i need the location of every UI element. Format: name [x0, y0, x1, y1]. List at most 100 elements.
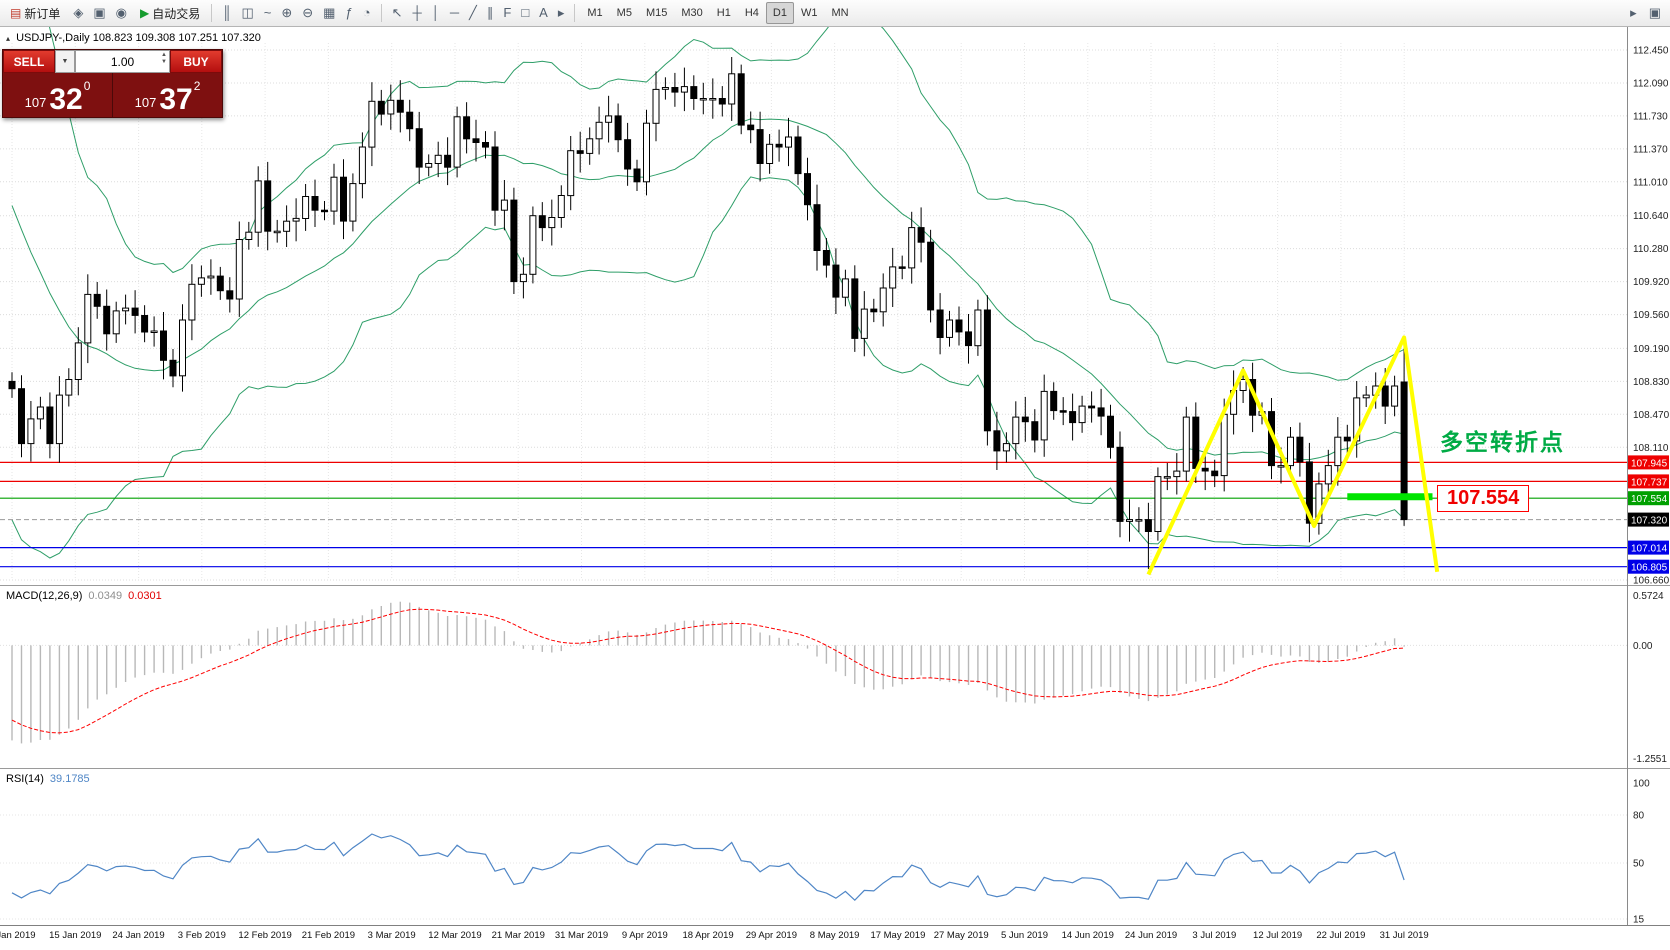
data-window-icon[interactable]: ◉	[111, 2, 132, 24]
time-axis-label: 21 Mar 2019	[491, 930, 545, 941]
turning-point-annotation: 多空转折点	[1440, 429, 1565, 455]
time-axis-label: 22 Jul 2019	[1316, 930, 1366, 941]
time-axis-label: 12 Feb 2019	[238, 930, 292, 941]
time-axis-label: 3 Jul 2019	[1192, 930, 1237, 941]
svg-text:-1.2551: -1.2551	[1633, 754, 1667, 765]
channel-icon[interactable]: ∥	[482, 2, 499, 24]
ask-price: 107 37 2	[134, 79, 201, 116]
window-restore-icon[interactable]: ▣	[1644, 2, 1666, 24]
svg-text:109.190: 109.190	[1633, 344, 1670, 355]
one-click-trade-panel: SELL ▼ 1.00 ▲ ▼ BUY 107 32 0	[2, 49, 223, 118]
macd-panel[interactable]: 0.5724 0.00 -1.2551 MACD(12,26,9) 0.0349 0.0…	[0, 585, 1670, 768]
timeframe-m1[interactable]: M1	[580, 2, 609, 24]
svg-text:109.560: 109.560	[1633, 310, 1670, 321]
zoom-in-icon[interactable]: ⊕	[276, 2, 297, 24]
candlestick-chart-icon[interactable]: ◫	[236, 2, 258, 24]
toolbar-separator	[211, 4, 213, 22]
arrow-tool-icon[interactable]: ▸	[553, 2, 570, 24]
svg-text:110.640: 110.640	[1633, 211, 1669, 222]
alerts-icon[interactable]: ◈	[68, 2, 88, 24]
toolbar-separator	[574, 4, 576, 22]
collapse-icon: ▴	[6, 34, 11, 43]
chart-area[interactable]: 112.450 112.090 111.730 111.370 111.010 110.6…	[0, 27, 1670, 585]
rsi-label: RSI(14) 39.1785	[6, 773, 90, 785]
svg-text:106.805: 106.805	[1631, 563, 1668, 574]
svg-text:0.5724: 0.5724	[1633, 591, 1664, 602]
time-axis-label: 8 Jan 2019	[0, 930, 36, 941]
print-icon[interactable]: ▣	[88, 2, 110, 24]
svg-text:50: 50	[1633, 859, 1645, 870]
chart-symbol-period: USDJPY-,Daily	[16, 32, 90, 44]
time-axis-label: 17 May 2019	[870, 930, 926, 941]
time-axis-label: 31 Mar 2019	[554, 930, 609, 941]
fibonacci-icon[interactable]: F	[498, 2, 516, 24]
svg-text:106.660: 106.660	[1633, 576, 1670, 586]
time-axis-label: 21 Feb 2019	[301, 930, 356, 941]
new-order-button[interactable]: ▤ 新订单	[4, 2, 66, 24]
bid-price: 107 32 0	[3, 73, 113, 117]
timeframe-d1[interactable]: D1	[765, 2, 794, 24]
chart-ohlc-values: 108.823 109.308 107.251 107.320	[92, 32, 261, 44]
time-axis-label: 15 Jan 2019	[49, 930, 102, 941]
timeframe-mn[interactable]: MN	[824, 2, 855, 24]
zoom-out-icon[interactable]: ⊖	[297, 2, 318, 24]
timeframe-h4[interactable]: H4	[738, 2, 766, 24]
auto-trading-button[interactable]: ▶ 自动交易	[134, 2, 206, 24]
volume-input[interactable]: 1.00 ▲ ▼	[75, 50, 170, 73]
order-type-dropdown[interactable]: ▼	[55, 50, 75, 73]
rsi-panel[interactable]: 100 80 50 15 RSI(14) 39.1785	[0, 768, 1670, 925]
rsi-canvas[interactable]: 100 80 50 15	[0, 769, 1670, 925]
shapes-icon[interactable]: □	[516, 2, 534, 24]
macd-canvas[interactable]: 0.5724 0.00 -1.2551	[0, 586, 1670, 768]
chevron-down-icon: ▼	[61, 58, 69, 65]
price-axis-border	[1627, 27, 1628, 925]
tile-windows-icon[interactable]: ▦	[318, 2, 340, 24]
buy-button[interactable]: BUY	[170, 50, 222, 73]
new-order-label: 新订单	[24, 6, 61, 21]
sell-button[interactable]: SELL	[3, 50, 55, 73]
timeframe-m15[interactable]: M15	[639, 2, 674, 24]
new-order-icon: ▤	[10, 6, 22, 20]
time-axis-label: 5 Jun 2019	[1000, 930, 1048, 941]
bar-chart-icon[interactable]: ║	[217, 2, 236, 24]
text-icon[interactable]: A	[534, 2, 553, 24]
svg-text:107.554: 107.554	[1631, 494, 1668, 505]
timeframe-w1[interactable]: W1	[794, 2, 825, 24]
auto-trading-label: 自动交易	[152, 6, 201, 21]
chart-title: ▴ USDJPY-,Daily 108.823 109.308 107.251 …	[6, 32, 261, 44]
svg-text:108.830: 108.830	[1633, 377, 1670, 388]
time-axis-label: 12 Mar 2019	[428, 930, 482, 941]
svg-text:107.014: 107.014	[1631, 544, 1668, 555]
cursor-icon[interactable]: ↖	[387, 2, 408, 24]
clock-icon[interactable]: ◔	[358, 2, 376, 24]
svg-text:100: 100	[1633, 779, 1650, 790]
timeframe-m5[interactable]: M5	[610, 2, 639, 24]
svg-text:109.920: 109.920	[1633, 277, 1670, 288]
svg-text:15: 15	[1633, 915, 1645, 926]
vertical-line-icon[interactable]: │	[427, 2, 445, 24]
timeframe-h1[interactable]: H1	[710, 2, 738, 24]
svg-text:107.320: 107.320	[1631, 516, 1668, 527]
timeframe-m30[interactable]: M30	[674, 2, 709, 24]
svg-text:111.730: 111.730	[1633, 111, 1668, 122]
time-axis-label: 3 Mar 2019	[367, 930, 416, 941]
play-icon: ▶	[140, 6, 150, 20]
trendline-icon[interactable]: ╱	[464, 2, 482, 24]
svg-text:108.110: 108.110	[1633, 443, 1669, 454]
time-axis-label: 24 Jan 2019	[112, 930, 165, 941]
svg-text:108.470: 108.470	[1633, 410, 1670, 421]
svg-text:0.00: 0.00	[1633, 641, 1653, 652]
svg-text:110.280: 110.280	[1633, 244, 1669, 255]
price-chart-canvas[interactable]: 112.450 112.090 111.730 111.370 111.010 110.6…	[0, 27, 1670, 585]
indicators-icon[interactable]: ƒ	[340, 2, 357, 24]
time-axis[interactable]: 8 Jan 2019 15 Jan 2019 24 Jan 2019 3 Feb 20…	[0, 925, 1670, 950]
crosshair-icon[interactable]: ┼	[407, 2, 426, 24]
time-axis-label: 18 Apr 2019	[682, 930, 734, 941]
svg-text:107.945: 107.945	[1631, 458, 1668, 469]
time-axis-label: 8 May 2019	[809, 930, 860, 941]
chart-shift-icon[interactable]: ▸	[1625, 2, 1642, 24]
volume-up-icon[interactable]: ▲	[161, 52, 167, 58]
horizontal-line-icon[interactable]: ─	[445, 2, 464, 24]
line-chart-icon[interactable]: ~	[259, 2, 277, 24]
volume-down-icon[interactable]: ▼	[161, 59, 167, 65]
